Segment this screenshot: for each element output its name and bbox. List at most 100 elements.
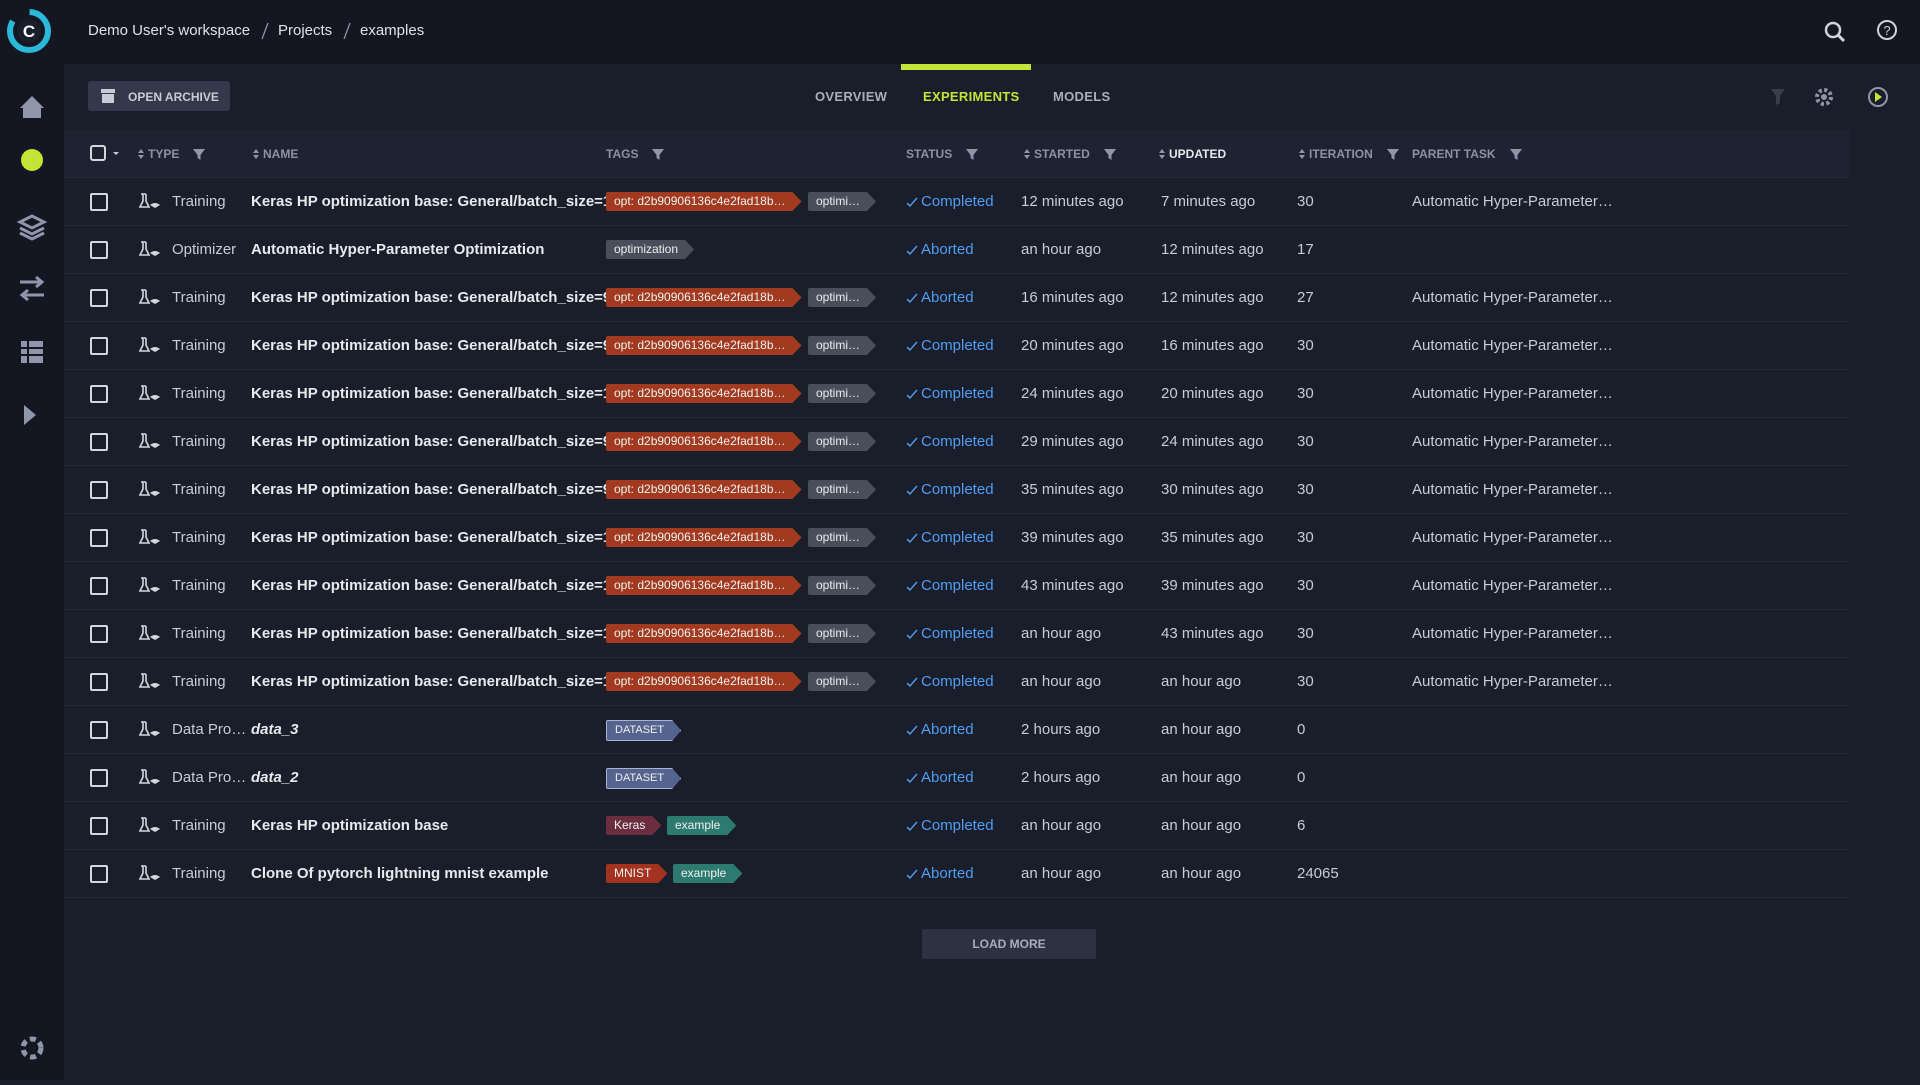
tag: opt: d2b90906136c4e2fad18b… [606, 336, 802, 355]
breadcrumb-item[interactable]: Demo User's workspace [88, 22, 251, 39]
row-checkbox[interactable] [90, 433, 108, 451]
column-header[interactable]: PARENT TASK [1412, 147, 1496, 161]
type-cell: Training [172, 673, 226, 690]
row-checkbox[interactable] [90, 337, 108, 355]
table-row[interactable] [64, 322, 1849, 370]
parent-cell[interactable]: Automatic Hyper-Parameter… [1412, 385, 1613, 402]
parent-cell[interactable]: Automatic Hyper-Parameter… [1412, 625, 1613, 642]
column-header[interactable]: ITERATION [1309, 147, 1373, 161]
tab[interactable]: EXPERIMENTS [923, 89, 1020, 104]
name-cell[interactable]: data_3 [251, 721, 299, 738]
breadcrumb-item[interactable]: examples [360, 22, 425, 39]
table-row[interactable] [64, 562, 1849, 610]
row-checkbox[interactable] [90, 769, 108, 787]
row-checkbox[interactable] [90, 529, 108, 547]
tag: DATASET [606, 720, 681, 741]
table-row[interactable] [64, 370, 1849, 418]
type-icon [138, 289, 160, 304]
table-row[interactable] [64, 466, 1849, 514]
parent-cell[interactable]: Automatic Hyper-Parameter… [1412, 337, 1613, 354]
tag: optimi… [808, 432, 876, 451]
tab[interactable]: MODELS [1053, 89, 1111, 104]
open-archive-button[interactable]: OPEN ARCHIVE [88, 81, 230, 111]
table-row[interactable] [64, 706, 1849, 754]
name-cell[interactable]: Keras HP optimization base: General/batc… [251, 481, 635, 498]
updated-cell: 7 minutes ago [1161, 193, 1256, 210]
row-checkbox[interactable] [90, 625, 108, 643]
sidebar-icons: C [7, 9, 51, 1060]
name-cell[interactable]: Keras HP optimization base: General/batc… [251, 337, 635, 354]
row-checkbox[interactable] [90, 817, 108, 835]
started-cell: an hour ago [1021, 625, 1102, 642]
row-checkbox[interactable] [90, 241, 108, 259]
table-row[interactable] [64, 226, 1849, 274]
column-header[interactable]: TAGS [606, 147, 639, 161]
table-row[interactable] [64, 754, 1849, 802]
updated-cell: an hour ago [1161, 769, 1242, 786]
table-row[interactable] [64, 274, 1849, 322]
started-cell: 12 minutes ago [1021, 193, 1124, 210]
type-icon [138, 769, 160, 784]
table-row[interactable] [64, 514, 1849, 562]
table-row[interactable] [64, 802, 1849, 850]
name-cell[interactable]: Keras HP optimization base: General/batc… [251, 529, 635, 546]
name-cell[interactable]: Keras HP optimization base: General/batc… [251, 673, 635, 690]
table-row[interactable] [64, 850, 1849, 898]
column-header[interactable]: UPDATED [1169, 147, 1227, 161]
name-cell[interactable]: Automatic Hyper-Parameter Optimization [251, 241, 545, 258]
table-row[interactable] [64, 418, 1849, 466]
name-cell[interactable]: Keras HP optimization base: General/batc… [251, 433, 635, 450]
column-header[interactable]: STATUS [906, 147, 953, 161]
iteration-cell: 6 [1297, 817, 1306, 834]
parent-cell[interactable]: Automatic Hyper-Parameter… [1412, 529, 1613, 546]
status-cell: Completed [921, 337, 994, 354]
started-cell: 24 minutes ago [1021, 385, 1124, 402]
row-checkbox[interactable] [90, 865, 108, 883]
name-cell[interactable]: Clone Of pytorch lightning mnist example [251, 865, 549, 882]
column-header[interactable]: TYPE [148, 147, 180, 161]
parent-cell[interactable]: Automatic Hyper-Parameter… [1412, 433, 1613, 450]
status-cell: Aborted [921, 289, 974, 306]
row-checkbox[interactable] [90, 385, 108, 403]
status-cell: Completed [921, 529, 994, 546]
name-cell[interactable]: Keras HP optimization base: General/batc… [251, 625, 635, 642]
name-cell[interactable]: data_2 [251, 769, 299, 786]
row-checkbox[interactable] [90, 481, 108, 499]
sort-icon [1299, 149, 1305, 159]
name-cell[interactable]: Keras HP optimization base: General/batc… [251, 289, 635, 306]
started-cell: 16 minutes ago [1021, 289, 1124, 306]
parent-cell[interactable]: Automatic Hyper-Parameter… [1412, 577, 1613, 594]
row-checkbox[interactable] [90, 673, 108, 691]
parent-cell[interactable]: Automatic Hyper-Parameter… [1412, 193, 1613, 210]
load-more-button[interactable]: LOAD MORE [922, 929, 1096, 959]
row-checkbox[interactable] [90, 721, 108, 739]
tag: opt: d2b90906136c4e2fad18b… [606, 288, 802, 307]
tag: opt: d2b90906136c4e2fad18b… [606, 192, 802, 211]
row-checkbox[interactable] [90, 577, 108, 595]
name-cell[interactable]: Keras HP optimization base: General/batc… [251, 577, 635, 594]
name-cell[interactable]: Keras HP optimization base: General/batc… [251, 193, 635, 210]
breadcrumb-item[interactable]: Projects [278, 22, 333, 39]
table-row[interactable] [64, 610, 1849, 658]
table-row[interactable] [64, 658, 1849, 706]
parent-cell[interactable]: Automatic Hyper-Parameter… [1412, 481, 1613, 498]
updated-cell: 16 minutes ago [1161, 337, 1264, 354]
type-icon [138, 481, 160, 496]
row-checkbox[interactable] [90, 193, 108, 211]
type-cell: Training [172, 193, 226, 210]
tab[interactable]: OVERVIEW [815, 89, 888, 104]
started-cell: 20 minutes ago [1021, 337, 1124, 354]
started-cell: an hour ago [1021, 817, 1102, 834]
parent-cell[interactable]: Automatic Hyper-Parameter… [1412, 289, 1613, 306]
column-header[interactable]: NAME [263, 147, 299, 161]
parent-cell[interactable]: Automatic Hyper-Parameter… [1412, 673, 1613, 690]
table-row[interactable] [64, 178, 1849, 226]
column-header[interactable]: STARTED [1034, 147, 1090, 161]
button-label: OPEN ARCHIVE [128, 90, 219, 104]
type-cell: Training [172, 865, 226, 882]
filter-icon [193, 149, 205, 160]
row-checkbox[interactable] [90, 289, 108, 307]
name-cell[interactable]: Keras HP optimization base [251, 817, 449, 834]
name-cell[interactable]: Keras HP optimization base: General/batc… [251, 385, 635, 402]
status-cell: Completed [921, 817, 994, 834]
